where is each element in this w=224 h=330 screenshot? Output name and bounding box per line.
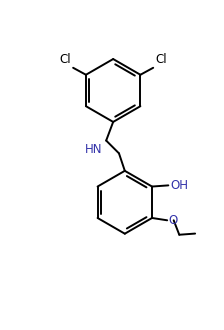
Text: OH: OH bbox=[170, 179, 188, 192]
Text: O: O bbox=[169, 214, 178, 227]
Text: Cl: Cl bbox=[155, 53, 167, 66]
Text: Cl: Cl bbox=[60, 53, 71, 66]
Text: HN: HN bbox=[85, 143, 103, 156]
